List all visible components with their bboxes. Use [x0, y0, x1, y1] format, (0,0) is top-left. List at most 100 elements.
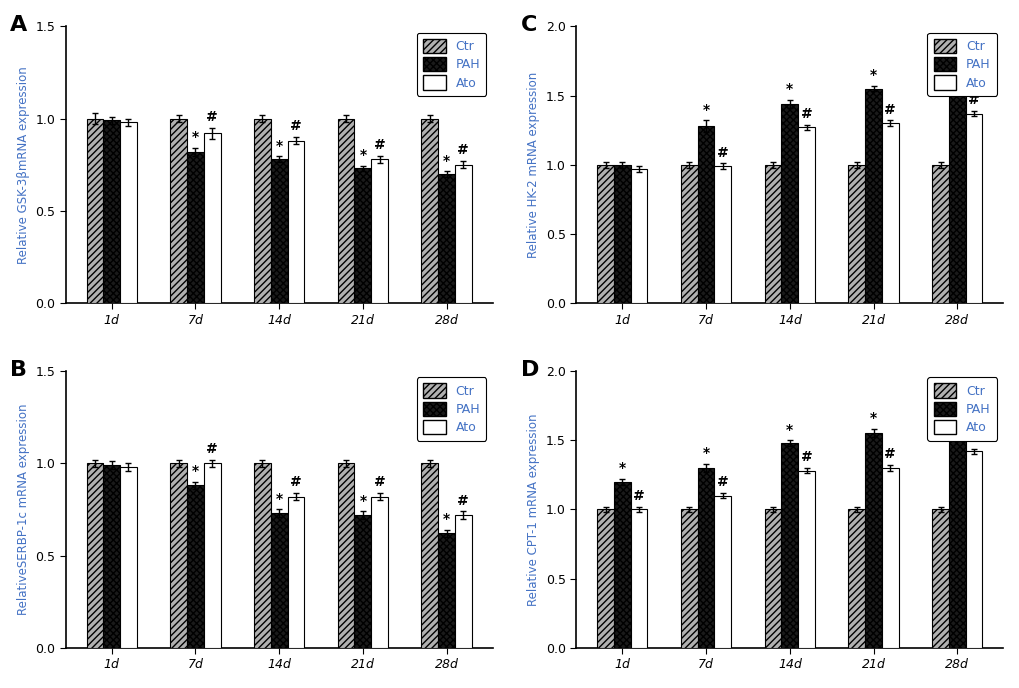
Legend: Ctr, PAH, Ato: Ctr, PAH, Ato [926, 377, 997, 440]
Text: #: # [373, 138, 385, 152]
Bar [186, 486, 204, 648]
Text: #: # [289, 120, 302, 133]
Text: #: # [883, 447, 896, 462]
Bar [170, 463, 186, 648]
Text: *: * [275, 492, 282, 506]
Legend: Ctr, PAH, Ato: Ctr, PAH, Ato [417, 32, 486, 96]
Bar [170, 118, 186, 303]
Legend: Ctr, PAH, Ato: Ctr, PAH, Ato [417, 377, 486, 440]
Y-axis label: Relative GSK-3βmRNA expression: Relative GSK-3βmRNA expression [16, 66, 30, 264]
Bar [254, 118, 270, 303]
Bar [287, 141, 304, 303]
Bar [597, 164, 613, 303]
Bar [355, 169, 371, 303]
Y-axis label: RelativeSERBP-1c mRNA expression: RelativeSERBP-1c mRNA expression [16, 404, 30, 615]
Bar [87, 118, 103, 303]
Bar [337, 463, 355, 648]
Bar [630, 509, 647, 648]
Text: *: * [702, 446, 709, 460]
Text: *: * [442, 512, 449, 526]
Bar [613, 482, 630, 648]
Bar [781, 443, 798, 648]
Bar [120, 467, 137, 648]
Bar [254, 463, 270, 648]
Bar [613, 164, 630, 303]
Text: #: # [800, 450, 812, 464]
Text: *: * [442, 153, 449, 168]
Bar [697, 468, 713, 648]
Y-axis label: Relative HK-2 mRNA expression: Relative HK-2 mRNA expression [527, 72, 540, 258]
Text: #: # [633, 489, 644, 503]
Bar [120, 122, 137, 303]
Bar [848, 164, 864, 303]
Text: #: # [457, 143, 469, 158]
Bar [287, 497, 304, 648]
Text: *: * [359, 148, 366, 162]
Bar [355, 515, 371, 648]
Bar [713, 166, 731, 303]
Text: #: # [967, 93, 979, 107]
Bar [681, 164, 697, 303]
Bar [948, 78, 965, 303]
Bar [186, 152, 204, 303]
Bar [454, 515, 471, 648]
Bar [597, 509, 613, 648]
Text: #: # [457, 493, 469, 508]
Text: #: # [289, 475, 302, 489]
Text: #: # [716, 146, 728, 160]
Text: #: # [206, 110, 218, 124]
Bar [798, 471, 814, 648]
Text: *: * [359, 493, 366, 508]
Text: *: * [786, 422, 793, 436]
Bar [697, 126, 713, 303]
Text: *: * [869, 411, 876, 425]
Text: C: C [521, 15, 537, 35]
Bar [931, 164, 948, 303]
Bar [713, 495, 731, 648]
Bar [337, 118, 355, 303]
Bar [270, 513, 287, 648]
Bar [864, 433, 881, 648]
Bar [438, 174, 454, 303]
Text: *: * [786, 82, 793, 96]
Bar [798, 127, 814, 303]
Bar [948, 420, 965, 648]
Bar [438, 533, 454, 648]
Bar [103, 465, 120, 648]
Bar [848, 509, 864, 648]
Bar [371, 159, 387, 303]
Text: #: # [716, 475, 728, 489]
Text: #: # [373, 475, 385, 489]
Bar [881, 123, 898, 303]
Bar [764, 164, 781, 303]
Text: *: * [192, 464, 199, 478]
Text: *: * [619, 461, 626, 475]
Bar [630, 169, 647, 303]
Bar [270, 159, 287, 303]
Bar [931, 509, 948, 648]
Bar [204, 133, 220, 303]
Bar [781, 104, 798, 303]
Text: *: * [953, 58, 960, 72]
Bar [421, 463, 438, 648]
Y-axis label: Relative CPT-1 mRNA expression: Relative CPT-1 mRNA expression [527, 413, 540, 605]
Text: D: D [521, 360, 539, 380]
Bar [681, 509, 697, 648]
Bar [454, 164, 471, 303]
Legend: Ctr, PAH, Ato: Ctr, PAH, Ato [926, 32, 997, 96]
Text: #: # [206, 442, 218, 456]
Text: #: # [883, 103, 896, 117]
Bar [103, 120, 120, 303]
Text: *: * [953, 400, 960, 413]
Text: *: * [702, 103, 709, 117]
Bar [87, 463, 103, 648]
Text: B: B [10, 360, 28, 380]
Bar [864, 89, 881, 303]
Bar [421, 118, 438, 303]
Bar [881, 468, 898, 648]
Text: *: * [275, 139, 282, 153]
Bar [965, 451, 981, 648]
Text: #: # [967, 431, 979, 445]
Text: #: # [800, 107, 812, 121]
Bar [204, 463, 220, 648]
